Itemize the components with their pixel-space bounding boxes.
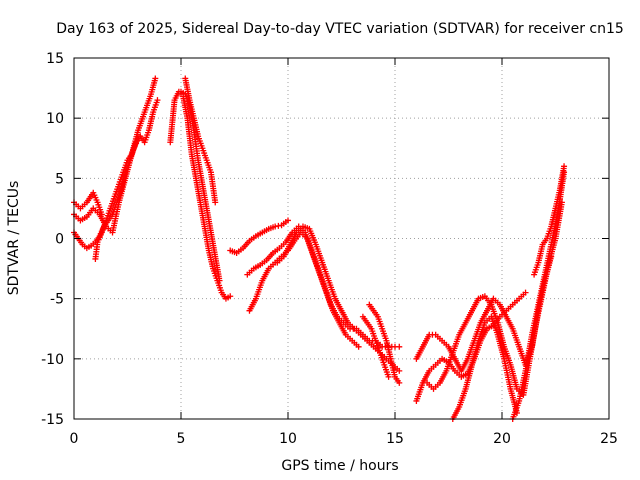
x-tick-label: 0 [70,431,79,447]
y-axis-label: SDTVAR / TECUs [6,181,22,296]
series-track-12 [366,301,403,386]
data-point [98,211,105,218]
x-tick-label: 5 [177,431,186,447]
series-track-2 [71,135,142,252]
data-point [385,373,392,380]
y-tick-label: -5 [50,292,64,308]
series-track-13 [359,313,392,380]
y-tick-label: -10 [41,352,64,368]
x-tick-label: 20 [493,431,511,447]
data-point [212,199,219,206]
series-track-16 [424,199,565,398]
data-point [396,343,403,350]
y-tick-labels: -15 -10 -5 0 5 10 15 [41,51,64,428]
chart-title: Day 163 of 2025, Sidereal Day-to-day VTE… [56,21,624,37]
data-point [285,217,291,224]
series-track-5 [167,88,234,302]
series-track-8 [227,217,291,256]
axis-ticks [73,57,610,420]
data-points [71,75,568,422]
series-track-10 [246,229,362,350]
data-point [216,277,223,284]
x-tick-label: 15 [386,431,404,447]
y-tick-label: -15 [41,412,64,428]
x-tick-label: 10 [279,431,297,447]
x-tick-labels: 0 5 10 15 20 25 [70,431,618,447]
data-point [396,379,403,386]
series-track-19 [531,163,568,278]
data-point [561,163,568,170]
data-point [522,289,529,296]
data-point [152,75,159,82]
series-track-7 [182,75,219,206]
x-axis-label: GPS time / hours [281,458,398,474]
y-tick-label: 10 [46,111,64,127]
y-tick-label: 0 [55,232,64,248]
data-point [355,343,362,350]
data-point [154,97,161,104]
series-track-9 [244,223,403,350]
data-point [227,293,234,300]
data-point [396,367,403,374]
x-tick-label: 25 [600,431,618,447]
y-tick-label: 5 [55,171,64,187]
y-tick-label: 15 [46,51,64,67]
series-track-4 [92,97,161,262]
